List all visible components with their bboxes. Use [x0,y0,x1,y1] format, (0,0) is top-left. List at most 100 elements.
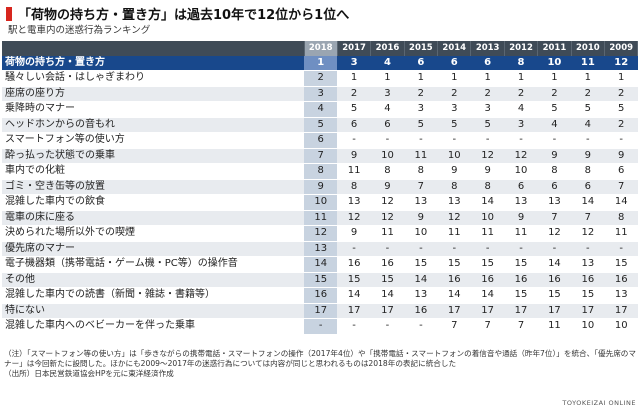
table-row: ゴミ・空き缶等の放置 9 8 9 7 8 8 6 6 6 7 [2,179,638,195]
rank-cell: 16 [304,287,338,304]
behavior-name: 電子機器類（携帯電話・ゲーム機・PC等）の操作音 [2,256,304,273]
rank-cell: 17 [370,303,405,319]
rank-cell: 9 [304,179,338,195]
year-header-2014: 2014 [437,41,472,56]
rank-cell: 10 [370,148,405,164]
rank-cell: - [437,132,471,149]
rank-cell: 12 [304,225,338,242]
rank-cell: 11 [571,55,605,71]
rank-cell: 5 [604,101,638,118]
chart-title: 「荷物の持ち方・置き方」は過去10年で12位から1位へ [18,8,350,23]
rank-cell: 5 [571,101,605,118]
table-row: 決められた場所以外での喫煙 12 9 11 10 11 11 11 12 12 11 [2,225,638,242]
table-row: ヘッドホンからの音もれ 5 6 6 5 5 5 3 4 4 2 [2,117,638,133]
rank-cell: 6 [304,132,338,149]
rank-cell: 4 [304,101,338,118]
rank-cell: 14 [304,256,338,273]
rank-cell: 13 [537,194,572,211]
rank-cell: - [304,318,338,335]
year-header-2013: 2013 [470,41,505,56]
rank-cell: 11 [370,225,405,242]
rank-cell: 10 [470,210,505,226]
rank-cell: 8 [537,163,572,180]
rank-cell: 6 [537,179,572,195]
rank-cell: 16 [370,256,405,273]
rank-cell: 17 [504,303,538,319]
behavior-name: 特にない [2,303,304,319]
year-header-2011: 2011 [537,41,572,56]
rank-cell: - [571,132,605,149]
rank-cell: 12 [470,148,505,164]
rank-cell: 13 [437,194,471,211]
rank-cell: 15 [571,287,605,304]
rank-cell: 10 [571,318,605,335]
rank-cell: 3 [470,101,505,118]
rank-cell: 13 [404,194,438,211]
rank-cell: 11 [337,163,371,180]
rank-cell: 1 [337,70,371,87]
rank-cell: 1 [437,70,471,87]
ranking-table: 2018 2017 2016 2015 2014 2013 2012 2011 2010 2009… [2,41,639,335]
rank-cell: - [337,318,371,335]
rank-cell: 1 [604,70,638,87]
rank-cell: 15 [304,272,338,288]
behavior-name: ヘッドホンからの音もれ [2,117,304,133]
rank-cell: 7 [470,318,505,335]
rank-cell: 5 [337,101,371,118]
rank-cell: - [437,241,471,257]
rank-cell: - [470,132,505,149]
rank-cell: 1 [404,70,438,87]
rank-cell: 5 [404,117,438,133]
rank-cell: 9 [571,148,605,164]
rank-cell: 5 [470,117,505,133]
rank-cell: 17 [437,303,471,319]
note-text: （注）「スマートフォン等の使い方」は「歩きながらの携帯電話・スマートフォンの操作… [4,349,636,368]
behavior-name: 乗降時のマナー [2,101,304,118]
rank-cell: 16 [470,272,505,288]
rank-cell: 9 [337,148,371,164]
rank-cell: 4 [370,55,405,71]
rank-cell: 1 [470,70,505,87]
rank-cell: - [604,132,638,149]
table-row: その他 15 15 15 14 16 16 16 16 16 16 [2,272,638,288]
rank-cell: 15 [470,256,505,273]
rank-cell: 11 [470,225,505,242]
rank-cell: 7 [537,210,572,226]
rank-cell: 3 [337,55,371,71]
year-header-2018: 2018 [304,41,338,56]
behavior-name: 車内での化粧 [2,163,304,180]
rank-cell: 2 [304,70,338,87]
behavior-name: 荷物の持ち方・置き方 [2,55,304,71]
behavior-name: 騒々しい会話・はしゃぎまわり [2,70,304,87]
rank-cell: 8 [404,163,438,180]
behavior-name: 混雑した車内へのベビーカーを伴った乗車 [2,318,304,335]
rank-cell: 14 [537,256,572,273]
rank-cell: 11 [604,225,638,242]
header-name-cell [2,41,305,56]
rank-cell: 12 [504,148,538,164]
rank-cell: 9 [337,225,371,242]
table-row: 電子機器類（携帯電話・ゲーム機・PC等）の操作音 14 16 16 15 15 15 15 14… [2,256,638,273]
rank-cell: 13 [337,194,371,211]
rank-cell: 12 [370,210,405,226]
rank-cell: 6 [504,179,538,195]
rank-cell: 6 [470,55,505,71]
rank-cell: 1 [504,70,538,87]
rank-cell: - [337,241,371,257]
rank-cell: 14 [370,287,405,304]
table-body: 荷物の持ち方・置き方 1 3 4 6 6 6 8 10 11 12 騒々しい会話・はしゃぎまわり 2 1 1… [2,55,638,335]
rank-cell: - [370,132,405,149]
rank-cell: 9 [370,179,405,195]
rank-cell: 5 [304,117,338,133]
year-header-2015: 2015 [404,41,439,56]
rank-cell: - [571,241,605,257]
rank-cell: 17 [604,303,638,319]
rank-cell: 6 [571,179,605,195]
year-header-2017: 2017 [337,41,372,56]
rank-cell: 14 [437,287,471,304]
rank-cell: 7 [504,318,538,335]
rank-cell: 12 [337,210,371,226]
rank-cell: 17 [470,303,505,319]
rank-cell: 15 [504,287,538,304]
behavior-name: 混雑した車内での読書（新聞・雑誌・書籍等） [2,287,304,304]
